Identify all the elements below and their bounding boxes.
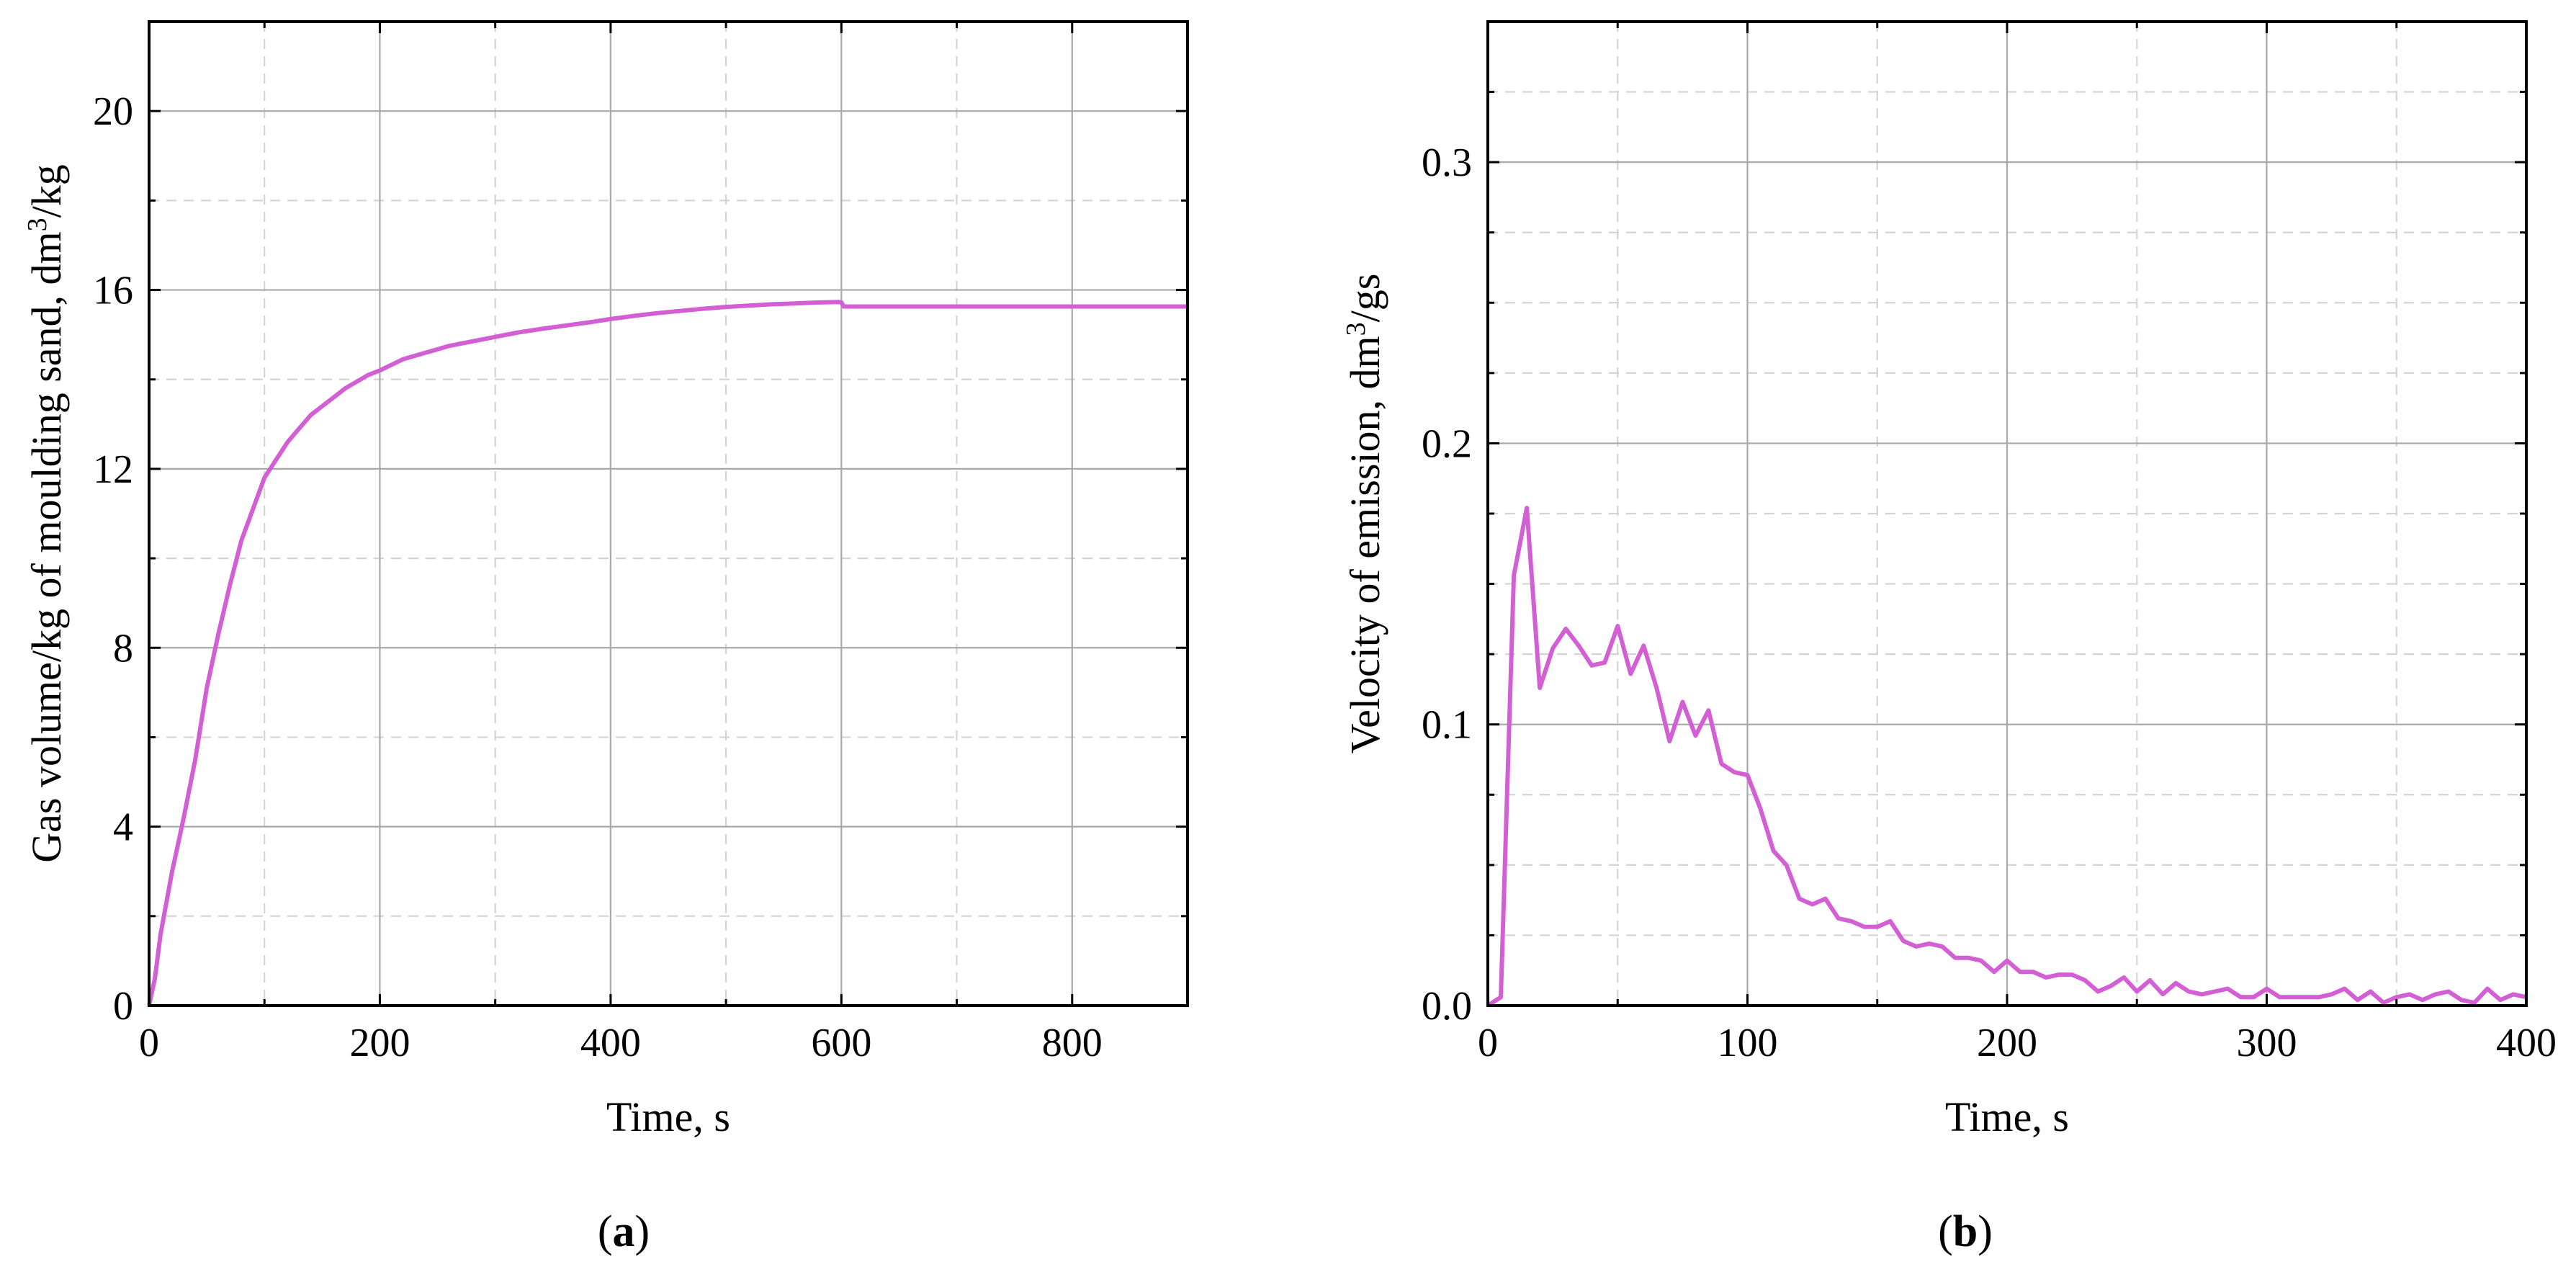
panel-b-label: (b) — [1938, 1207, 1993, 1256]
x-tick-label: 600 — [811, 1021, 871, 1065]
x-tick-label: 800 — [1042, 1021, 1103, 1065]
panel-a-ticks — [148, 22, 1188, 1007]
y-tick-label: 12 — [93, 447, 133, 492]
panel-b-y-axis-title: Velocity of emission, dm3/gs — [1341, 274, 1388, 754]
panel-a-chart: 0 200 400 600 800 0 4 8 12 16 20 Time, s Gas volu… — [22, 20, 1189, 1256]
x-tick-label: 200 — [349, 1021, 410, 1065]
y-tick-label: 16 — [93, 269, 133, 313]
panel-a-x-axis-title: Time, s — [606, 1093, 730, 1140]
y-tick-label: 0.2 — [1422, 421, 1472, 466]
panel-a-y-axis-title: Gas volume/kg of moulding sand, dm3/kg — [22, 164, 70, 863]
x-tick-label: 0 — [139, 1021, 159, 1065]
x-tick-label: 400 — [580, 1021, 641, 1065]
y-tick-label: 4 — [113, 805, 133, 850]
panel-b-series-line — [1486, 506, 2527, 1008]
panel-b-y-tick-labels: 0.0 0.1 0.2 0.3 — [1422, 140, 1472, 1029]
y-tick-label: 8 — [113, 626, 133, 671]
x-tick-label: 0 — [1478, 1021, 1498, 1065]
y-tick-label: 0.0 — [1422, 984, 1472, 1029]
x-tick-label: 400 — [2496, 1021, 2557, 1065]
x-tick-label: 300 — [2237, 1021, 2297, 1065]
y-tick-label: 0.1 — [1422, 703, 1472, 748]
y-tick-label: 20 — [93, 89, 133, 134]
y-tick-label: 0.3 — [1422, 140, 1472, 185]
x-tick-label: 200 — [1977, 1021, 2037, 1065]
panel-a-series-line — [147, 300, 1188, 1006]
x-tick-label: 100 — [1718, 1021, 1778, 1065]
panel-a-x-tick-labels: 0 200 400 600 800 — [139, 1021, 1103, 1065]
panel-a-plot-frame — [148, 20, 1189, 1007]
panel-b-chart: 0 100 200 300 400 0.0 0.1 0.2 0.3 Time, s Veloc… — [1341, 20, 2557, 1256]
panel-b-ticks — [1486, 22, 2528, 1007]
panel-a-y-tick-labels: 0 4 8 12 16 20 — [93, 89, 133, 1029]
y-tick-label: 0 — [113, 984, 133, 1029]
panel-a-grid — [149, 22, 1188, 1006]
panel-b-grid — [1488, 22, 2526, 1006]
panel-b-x-axis-title: Time, s — [1945, 1093, 2069, 1140]
panel-a-label: (a) — [598, 1207, 650, 1256]
panel-b-x-tick-labels: 0 100 200 300 400 — [1478, 1021, 2557, 1065]
